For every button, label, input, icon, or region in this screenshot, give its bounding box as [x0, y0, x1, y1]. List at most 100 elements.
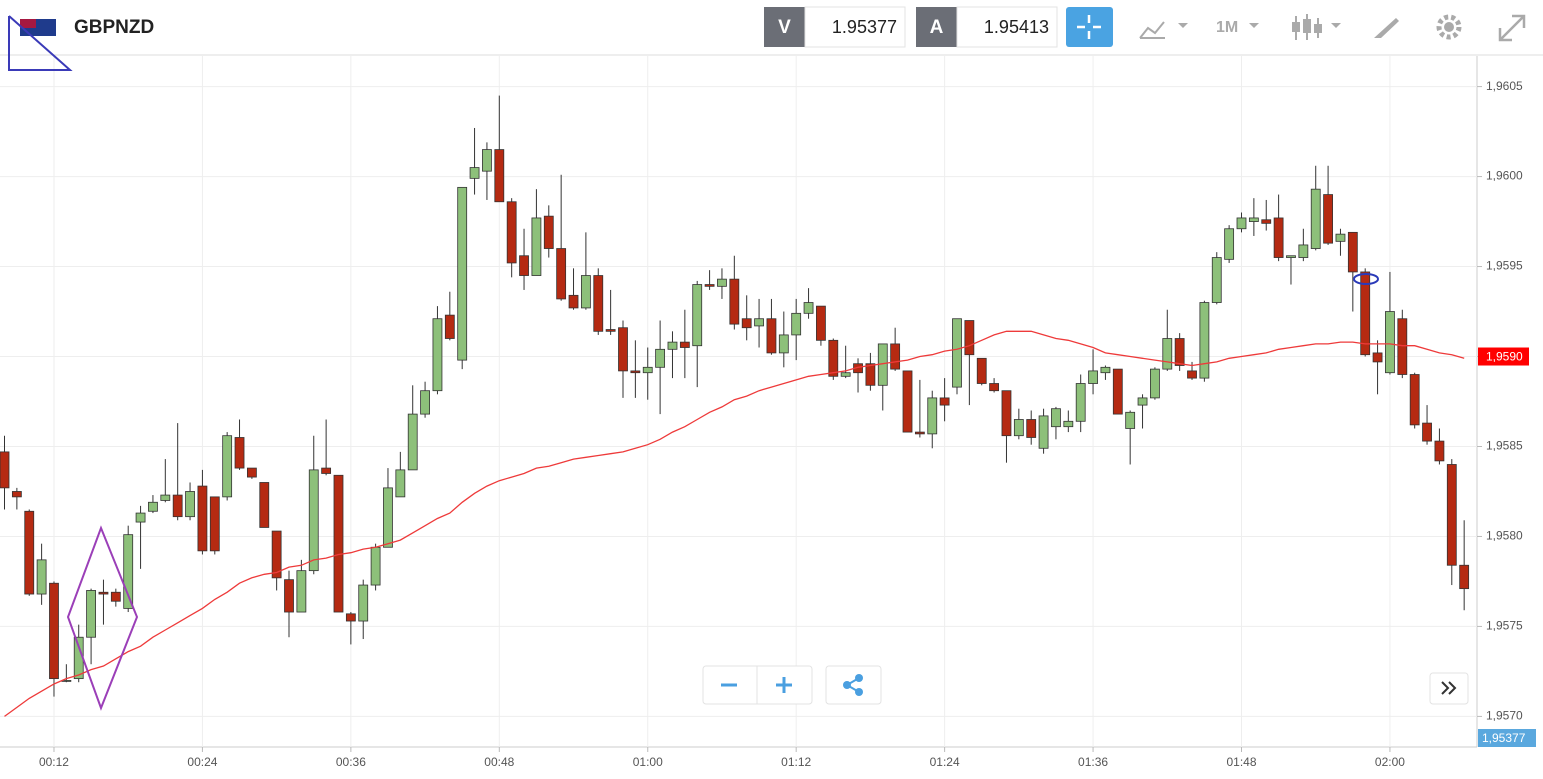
candle-body — [605, 329, 616, 332]
x-tick-label: 00:36 — [336, 755, 366, 769]
candle-body — [444, 314, 455, 339]
candle-body — [1360, 271, 1371, 356]
candle-body — [568, 294, 579, 309]
candle-body — [1434, 440, 1445, 462]
ask-price[interactable]: 1.95413 — [984, 17, 1049, 37]
candle-body — [1335, 233, 1346, 242]
bid-badge-label: 1,95377 — [1482, 731, 1526, 745]
caret — [1178, 23, 1188, 28]
candle-body — [580, 275, 591, 309]
x-tick-label: 01:36 — [1078, 755, 1108, 769]
scroll-end-button[interactable] — [1429, 672, 1469, 705]
candle-body — [791, 312, 802, 336]
candle-body — [692, 284, 703, 347]
bid-badge — [1478, 729, 1536, 747]
candle-body — [1224, 228, 1235, 260]
candle-body — [531, 217, 542, 276]
candle-body — [1075, 383, 1086, 422]
chart-type-icon[interactable] — [1139, 21, 1165, 39]
candle-body — [383, 487, 393, 548]
flag-icon-part — [20, 19, 36, 28]
candle-body — [1150, 368, 1160, 399]
candle-body — [914, 431, 925, 435]
candle-body — [1199, 302, 1210, 379]
share-button[interactable] — [825, 665, 882, 705]
drawing-diamond — [66, 525, 139, 711]
candle-body — [1385, 311, 1395, 374]
x-tick-label: 02:00 — [1375, 755, 1405, 769]
candle-body — [1137, 397, 1148, 406]
candle-body — [345, 613, 356, 622]
ask-box[interactable] — [956, 6, 1058, 48]
x-tick-label: 00:24 — [187, 755, 217, 769]
candle-body — [890, 343, 901, 370]
fullscreen-icon[interactable] — [1498, 14, 1526, 42]
candle-body — [1001, 390, 1012, 437]
candle-body — [927, 397, 938, 435]
y-tick-label: 1,9600 — [1486, 169, 1523, 183]
settings-icon-part — [1444, 22, 1454, 32]
share-icon-part — [855, 688, 863, 696]
candle-body — [1125, 411, 1136, 429]
bid-price[interactable]: 1.95377 — [832, 17, 897, 37]
candle-body — [1372, 352, 1383, 363]
candle-body — [370, 546, 381, 586]
candle-body — [135, 512, 146, 523]
candle-body — [1162, 338, 1173, 370]
timeframe[interactable]: 1M — [1216, 19, 1238, 36]
candles-icon-part — [1292, 22, 1300, 32]
ask-label: A — [930, 17, 944, 38]
candle-body — [1422, 422, 1432, 442]
candle-body — [321, 467, 332, 474]
candle-body — [556, 248, 567, 300]
candle-body — [618, 327, 628, 372]
candle-body — [49, 582, 59, 680]
x-tick-label: 01:12 — [781, 755, 811, 769]
y-tick-label: 1,9580 — [1486, 529, 1523, 543]
candle-body — [1310, 188, 1321, 249]
candle-body — [679, 341, 690, 348]
candle-body — [939, 397, 950, 406]
crosshair-button[interactable] — [1066, 7, 1113, 47]
candle-body — [741, 318, 752, 329]
symbol[interactable]: GBPNZD — [74, 17, 154, 38]
candle-body — [667, 341, 678, 350]
candle-body — [593, 275, 604, 332]
candle-body — [1273, 217, 1284, 258]
candle-body — [952, 318, 962, 388]
candle-body — [1187, 370, 1197, 379]
y-tick-label: 1,9605 — [1486, 79, 1523, 93]
ma-badge — [1478, 347, 1529, 366]
candle-body — [964, 320, 975, 356]
scroll-end-icon — [1441, 681, 1457, 695]
candle-body — [1174, 338, 1185, 366]
candle-body — [407, 413, 418, 471]
candle-body — [1112, 368, 1123, 415]
candle-body — [1088, 370, 1098, 384]
candle-body — [209, 496, 220, 552]
candle-body — [284, 579, 294, 613]
candle-body — [704, 284, 715, 287]
candle-body — [469, 167, 480, 179]
candle-body — [395, 469, 406, 498]
candle-body — [630, 370, 641, 374]
candle-body — [816, 305, 826, 341]
ask-label-box — [916, 7, 957, 47]
candle-body — [110, 591, 121, 602]
candle-body — [1261, 219, 1272, 224]
candle-body — [902, 370, 913, 433]
candle-body — [803, 302, 814, 314]
candle-body — [1286, 255, 1296, 258]
settings-icon[interactable] — [1436, 14, 1462, 40]
candle-body — [24, 510, 35, 595]
bid-box[interactable] — [804, 6, 906, 48]
candle-body — [778, 334, 789, 354]
candle-body — [259, 482, 270, 528]
candle-body — [160, 494, 171, 501]
candle-body — [717, 278, 727, 287]
x-tick-label: 00:12 — [39, 755, 69, 769]
draw-icon[interactable] — [1374, 18, 1399, 38]
x-tick-label: 01:48 — [1226, 755, 1256, 769]
zoom-in[interactable] — [776, 677, 792, 693]
